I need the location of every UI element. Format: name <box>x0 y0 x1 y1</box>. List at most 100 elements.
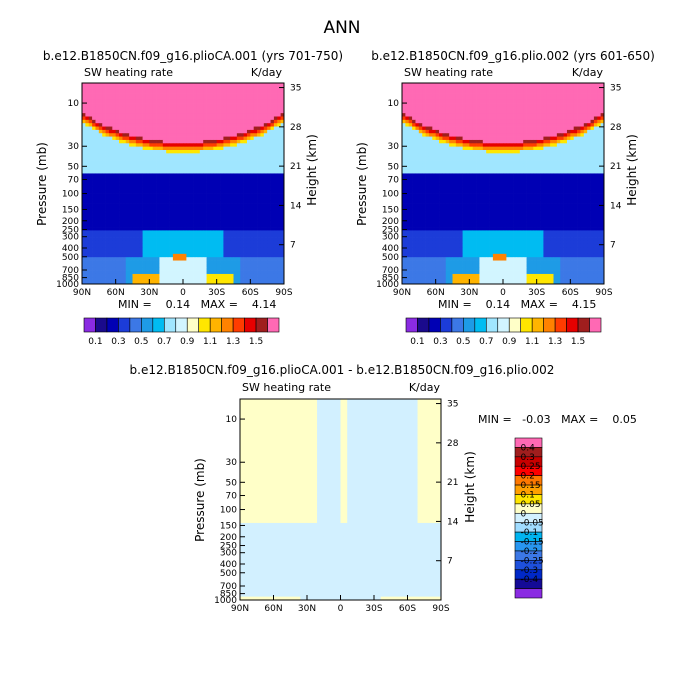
field-cell <box>145 223 150 228</box>
field-cell <box>183 190 187 194</box>
field-cell <box>260 160 265 164</box>
field-cell <box>519 133 524 137</box>
field-cell <box>230 160 234 164</box>
field-cell <box>462 129 467 134</box>
field-cell <box>513 126 517 131</box>
field-cell <box>129 193 133 198</box>
field-cell <box>186 280 191 285</box>
field-cell <box>196 250 201 255</box>
field-cell <box>85 153 90 158</box>
field-cell <box>240 103 244 107</box>
field-cell <box>132 277 137 281</box>
field-cell <box>125 230 130 235</box>
field-cell <box>263 116 268 121</box>
field-cell <box>112 250 117 255</box>
field-cell <box>162 206 167 211</box>
field-cell <box>186 133 191 137</box>
field-cell <box>95 119 100 124</box>
field-cell <box>220 280 224 285</box>
field-cell <box>556 109 561 114</box>
field-cell <box>122 190 127 194</box>
field-cell <box>88 106 93 111</box>
field-cell <box>142 139 147 144</box>
panel-1-x-ticks: 90N 60N 30N 0 30S 60S 90S <box>73 279 293 298</box>
field-cell <box>105 230 110 235</box>
field-cell <box>566 143 571 147</box>
field-cell <box>479 103 484 107</box>
field-cell <box>102 123 106 127</box>
field-cell <box>523 136 527 141</box>
field-cell <box>583 143 588 147</box>
field-cell <box>152 277 157 281</box>
field-cell <box>486 86 490 91</box>
field-cell <box>189 203 194 208</box>
field-cell <box>162 217 167 221</box>
field-cell <box>482 129 487 134</box>
field-cell <box>213 143 218 147</box>
field-cell <box>169 89 174 94</box>
field-cell <box>243 206 248 211</box>
y-tick-label: 70 <box>68 176 80 186</box>
field-cell <box>129 136 133 141</box>
field-cell <box>206 166 211 171</box>
field-cell <box>95 123 100 127</box>
field-cell <box>253 277 258 281</box>
field-cell <box>95 93 100 97</box>
field-cell <box>166 139 170 144</box>
field-cell <box>142 166 147 171</box>
field-cell <box>98 93 103 97</box>
x-tick-label: 30N <box>140 288 158 298</box>
field-cell <box>428 126 433 131</box>
field-cell <box>233 217 238 221</box>
field-cell <box>267 153 271 158</box>
field-cell <box>179 139 184 144</box>
field-cell <box>183 173 187 178</box>
field-cell <box>216 89 221 94</box>
field-cell <box>169 273 174 278</box>
field-cell <box>122 109 127 114</box>
field-cell <box>85 119 90 124</box>
field-cell <box>240 217 244 221</box>
field-cell <box>102 160 106 164</box>
field-cell <box>149 103 154 107</box>
field-cell <box>115 186 120 191</box>
field-cell <box>156 166 160 171</box>
field-cell <box>408 109 413 114</box>
field-cell <box>135 96 140 101</box>
field-cell <box>408 96 413 101</box>
field-cell <box>169 237 174 241</box>
field-cell <box>506 113 511 117</box>
field-cell <box>243 193 248 198</box>
field-cell <box>216 83 221 87</box>
field-cell <box>145 106 150 111</box>
field-cell <box>509 129 514 134</box>
field-cell <box>529 103 534 107</box>
field-cell <box>280 243 285 248</box>
field-cell <box>509 119 514 124</box>
field-cell <box>513 99 517 104</box>
field-cell <box>199 223 204 228</box>
field-cell <box>593 129 598 134</box>
field-cell <box>206 193 211 198</box>
field-cell <box>260 280 265 285</box>
field-cell <box>583 119 588 124</box>
field-cell <box>102 96 106 101</box>
field-cell <box>267 103 271 107</box>
field-cell <box>412 133 416 137</box>
field-cell <box>469 133 474 137</box>
field-cell <box>415 119 420 124</box>
field-cell <box>236 213 241 218</box>
field-cell <box>119 176 123 181</box>
field-cell <box>489 86 494 91</box>
colorbar-swatch <box>198 317 211 333</box>
field-cell <box>577 139 581 144</box>
field-cell <box>415 123 420 127</box>
field-cell <box>179 96 184 101</box>
field-cell <box>236 247 241 251</box>
field-cell <box>587 146 591 151</box>
field-cell <box>462 139 467 144</box>
field-cell <box>119 193 123 198</box>
field-cell <box>526 96 531 101</box>
field-cell <box>206 83 211 87</box>
field-cell <box>230 247 234 251</box>
